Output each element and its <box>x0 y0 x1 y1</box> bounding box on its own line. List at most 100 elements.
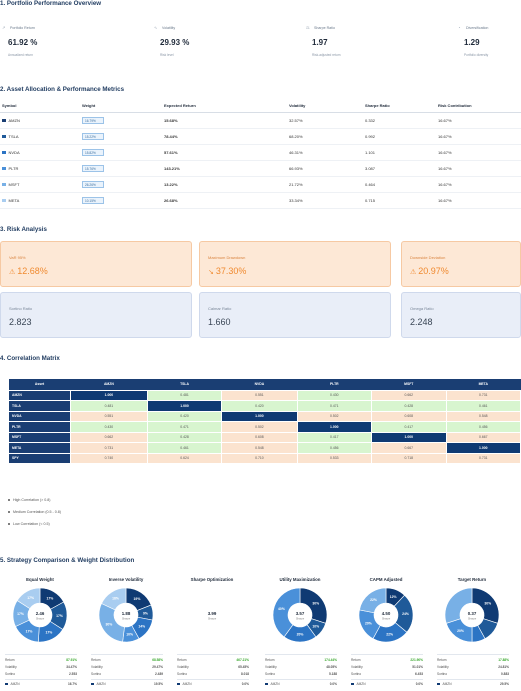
cell-symbol: NVDA <box>0 144 80 161</box>
metric-vol-row: Volatility 51.01% <box>351 665 423 669</box>
weight-input[interactable]: 26.26% <box>82 180 104 188</box>
metric-label: Return <box>265 658 275 662</box>
symbol-text: NVDA <box>8 149 20 155</box>
metric-label: Sortino <box>265 672 276 676</box>
weight-input[interactable]: 15.76% <box>82 164 104 172</box>
risk-card-2: Downside Deviation ⚠ 20.97% <box>401 241 521 287</box>
cell-return: 15.68% <box>162 112 287 129</box>
corr-cell: 0.481 <box>146 389 223 401</box>
cell-weight: 15.76% <box>80 160 162 177</box>
corr-cell: 0.608 <box>221 431 298 443</box>
metric-vol-value: 51.01% <box>412 665 423 669</box>
risk-label: Sortino Ratio <box>9 306 33 311</box>
table-row: AMZN 16.79% 15.68% 32.57% 0.332 16.67% <box>0 112 521 129</box>
cell-weight: 15.22% <box>80 128 162 145</box>
asset-color-swatch <box>2 150 6 155</box>
slice-label: 17% <box>27 596 34 600</box>
divider <box>5 654 77 655</box>
asset-color-swatch <box>437 682 440 686</box>
corr-cell: 0.551 <box>70 410 148 422</box>
legend-low-label: Low Correlation (< 0.5) <box>13 522 50 526</box>
asset-weight-value: 0.0% <box>329 682 337 686</box>
table-row: MSFT 0.662 0.428 0.608 0.417 1.000 0.667 <box>8 431 521 443</box>
corr-cell: 0.662 <box>70 431 148 443</box>
corr-cell: 0.456 <box>296 442 373 454</box>
metric-sortino-row: Sortino 2.553 <box>5 672 77 676</box>
risk-card-1: Maximum Drawdown ↘ 37.30% <box>199 241 391 287</box>
slice-label: 40% <box>278 607 285 611</box>
slice-label: 17% <box>26 629 33 633</box>
metric-value: 1.97 <box>312 38 328 47</box>
metric-vol-row: Volatility 34.47% <box>5 665 77 669</box>
metric-label: Volatility <box>437 665 449 669</box>
metric-vol-row: Volatility 24.81% <box>437 665 509 669</box>
metric-vol-value: 29.47% <box>152 665 163 669</box>
table-row: MSFT 26.26% 13.22% 21.72% 0.464 16.67% <box>0 176 521 193</box>
donut-center-sub: Sharpe <box>296 617 305 621</box>
cell-sharpe: 1.101 <box>363 144 436 161</box>
col-volatility: Volatility <box>287 100 363 113</box>
symbol-text: PLTR <box>8 165 19 171</box>
trend-down-icon: ↘ <box>208 269 214 276</box>
corr-cell: 1.000 <box>70 389 148 401</box>
strategy-title: Utility Maximization <box>279 577 321 582</box>
slice-label: 20% <box>457 629 464 633</box>
strategy-title: Inverse Volatility <box>108 577 144 582</box>
table-row: META 10.15% 26.68% 33.34% 0.715 16.67% <box>0 192 521 209</box>
risk-value: ⚠ 20.97% <box>410 266 449 276</box>
asset-color-swatch <box>2 198 6 203</box>
corr-cell: 0.420 <box>221 400 298 412</box>
metric-sub: Risk level <box>160 53 174 57</box>
donut-slice <box>359 587 387 614</box>
symbol-text: AMZN <box>8 117 20 123</box>
slice-label: 20% <box>365 622 372 626</box>
risk-value-text: 37.30% <box>215 266 247 276</box>
weight-input[interactable]: 15.82% <box>82 148 104 156</box>
cell-volatility: 32.57% <box>287 112 363 129</box>
cell-volatility: 21.72% <box>287 176 363 193</box>
metric-return-value: 87.91% <box>66 658 77 662</box>
risk-value-text: 12.68% <box>17 266 48 276</box>
metric-sortino-value: 2.489 <box>155 672 163 676</box>
table-row: PLTR 15.76% 143.21% 66.93% 3.087 16.67% <box>0 160 521 177</box>
asset-weight-value: 29.5% <box>499 682 509 686</box>
corr-col-msft: MSFT <box>371 379 446 390</box>
metric-sortino-value: 6.453 <box>415 672 423 676</box>
slice-label: 19% <box>134 597 141 601</box>
slice-label: 30% <box>484 602 491 606</box>
corr-cell: 0.740 <box>70 452 148 464</box>
cell-return: 26.68% <box>162 192 287 209</box>
metric-sortino-row: Sortino 0.883 <box>437 672 509 676</box>
risk-card-4: Calmar Ratio 1.660 <box>199 292 391 338</box>
weight-input[interactable]: 10.15% <box>82 196 104 204</box>
cell-symbol: AMZN <box>0 112 80 129</box>
metric-return-value: 174.44% <box>324 658 337 662</box>
first-asset-row: AMZN 19.5% <box>91 682 163 686</box>
cell-volatility: 68.20% <box>287 128 363 145</box>
pie-icon: ◔ <box>458 25 461 30</box>
risk-label: Downside Deviation <box>410 255 446 260</box>
corr-cell: 0.428 <box>371 400 447 412</box>
donut-center-sub: Sharpe <box>208 617 217 621</box>
cell-sharpe: 3.087 <box>363 160 436 177</box>
cell-return: 78.44% <box>162 128 287 145</box>
col-sharpe: Sharpe Ratio <box>363 100 436 113</box>
slice-label: 20% <box>297 633 304 637</box>
correlation-matrix: Asset AMZN TSLA NVDA PLTR MSFT META AMZN 1.000… <box>8 379 521 464</box>
weight-input[interactable]: 15.22% <box>82 132 104 140</box>
weight-input[interactable]: 16.79% <box>82 116 104 124</box>
metric-label: Volatility <box>351 665 363 669</box>
metric-sortino-row: Sortino 8.018 <box>177 672 249 676</box>
corr-col-pltr: PLTR <box>297 379 372 390</box>
cell-symbol: META <box>0 192 80 209</box>
strategy-card-3: Utility Maximization 30% 10% 20% 40% 3.57 Shar… <box>262 574 338 691</box>
divider <box>265 679 337 680</box>
risk-label: VaR 95% <box>9 255 26 260</box>
divider <box>351 654 423 655</box>
asset-color-swatch <box>2 166 6 171</box>
metric-vol-value: 24.81% <box>498 665 509 669</box>
corr-cell: 0.502 <box>296 410 373 422</box>
